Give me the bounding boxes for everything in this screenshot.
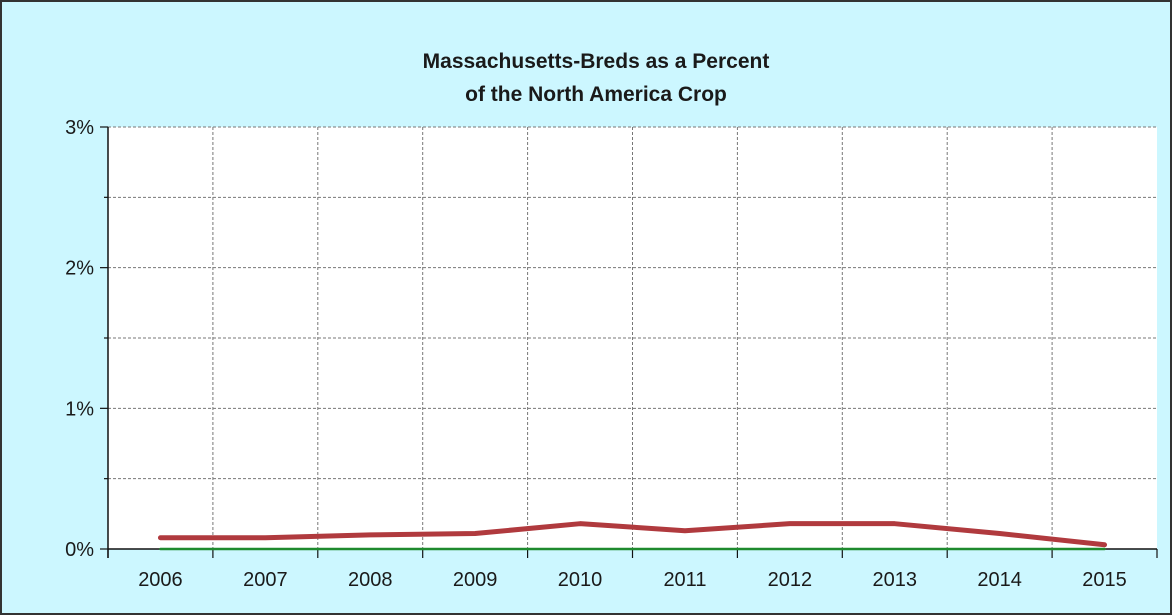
x-tick-label: 2015 xyxy=(1082,569,1127,591)
chart-title-line-1: Massachusetts-Breds as a Percent xyxy=(423,50,770,73)
y-tick-labels: 0% 1% 2% 3% xyxy=(65,117,94,561)
x-tick-label: 2009 xyxy=(453,569,498,591)
x-tick-label: 2006 xyxy=(138,569,183,591)
y-tick-label: 1% xyxy=(65,398,94,420)
chart-title-line-2: of the North America Crop xyxy=(465,83,727,106)
x-tick-label: 2010 xyxy=(558,569,603,591)
x-tick-label: 2007 xyxy=(243,569,288,591)
x-tick-label: 2014 xyxy=(977,569,1022,591)
x-tick-label: 2008 xyxy=(348,569,393,591)
series-group xyxy=(157,521,1108,551)
y-tick-label: 2% xyxy=(65,258,94,280)
x-tick-label: 2013 xyxy=(873,569,918,591)
x-tick-label: 2011 xyxy=(663,569,706,591)
x-tick-labels: 2006 2007 2008 2009 2010 2011 2012 2013 2014 2015 xyxy=(138,569,1127,591)
y-tick-label: 0% xyxy=(65,539,94,561)
y-tick-label: 3% xyxy=(65,117,94,139)
grid-lines xyxy=(108,126,1157,549)
series-line-1 xyxy=(157,521,1108,548)
x-tick-label: 2012 xyxy=(768,569,813,591)
